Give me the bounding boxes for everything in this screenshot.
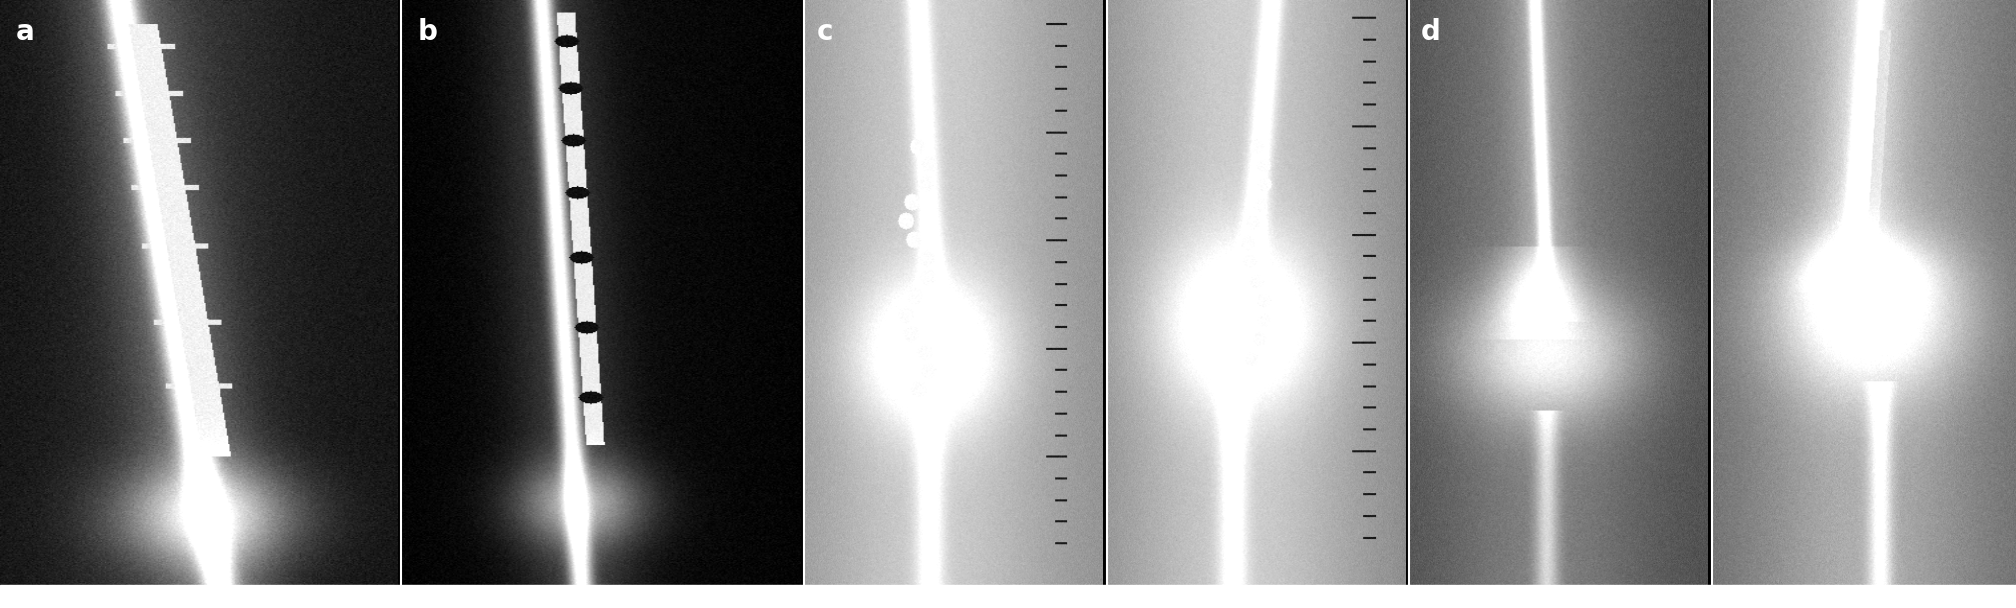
Text: d: d [1421, 18, 1441, 46]
Text: a: a [16, 18, 34, 46]
Text: b: b [417, 18, 437, 46]
Text: c: c [816, 18, 833, 46]
